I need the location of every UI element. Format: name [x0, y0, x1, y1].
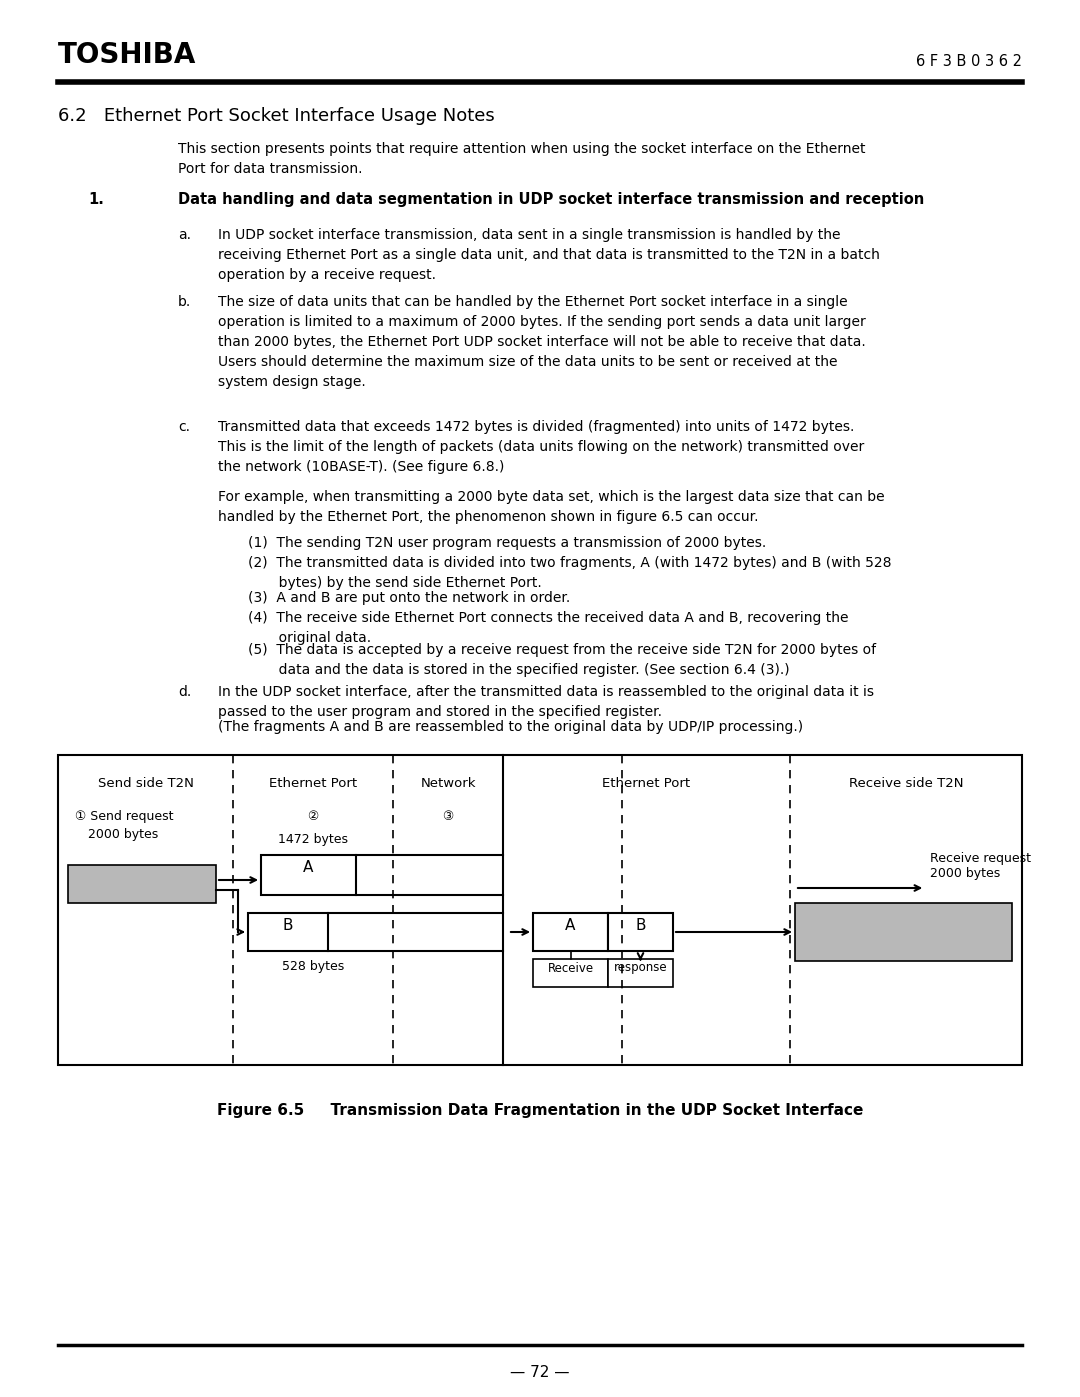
Text: 6.2   Ethernet Port Socket Interface Usage Notes: 6.2 Ethernet Port Socket Interface Usage…	[58, 108, 495, 124]
Text: 2000 bytes: 2000 bytes	[87, 828, 159, 841]
Text: b.: b.	[178, 295, 191, 309]
Text: Receive request
2000 bytes: Receive request 2000 bytes	[930, 852, 1031, 880]
Bar	[68, 865, 216, 902]
Bar	[58, 754, 1022, 1065]
Text: (1)  The sending T2N user program requests a transmission of 2000 bytes.: (1) The sending T2N user program request…	[248, 536, 766, 550]
Bar	[534, 958, 608, 988]
Text: This section presents points that require attention when using the socket interf: This section presents points that requir…	[178, 142, 865, 176]
Text: Data handling and data segmentation in UDP socket interface transmission and rec: Data handling and data segmentation in U…	[178, 191, 924, 207]
Text: Figure 6.5     Transmission Data Fragmentation in the UDP Socket Interface: Figure 6.5 Transmission Data Fragmentati…	[217, 1104, 863, 1118]
Text: (5)  The data is accepted by a receive request from the receive side T2N for 200: (5) The data is accepted by a receive re…	[248, 643, 876, 678]
Text: — 72 —: — 72 —	[510, 1365, 570, 1380]
Text: A: A	[565, 918, 576, 933]
Bar	[261, 855, 356, 895]
Text: TOSHIBA: TOSHIBA	[58, 41, 197, 68]
Text: (The fragments A and B are reassembled to the original data by UDP/IP processing: (The fragments A and B are reassembled t…	[218, 719, 804, 733]
Text: a.: a.	[178, 228, 191, 242]
Text: response: response	[613, 961, 667, 975]
Bar	[248, 914, 328, 951]
Text: In the UDP socket interface, after the transmitted data is reassembled to the or: In the UDP socket interface, after the t…	[218, 685, 874, 719]
Text: (2)  The transmitted data is divided into two fragments, A (with 1472 bytes) and: (2) The transmitted data is divided into…	[248, 556, 891, 590]
Text: For example, when transmitting a 2000 byte data set, which is the largest data s: For example, when transmitting a 2000 by…	[218, 490, 885, 524]
Text: B: B	[283, 918, 294, 933]
Bar	[534, 914, 608, 951]
Text: 1.: 1.	[87, 191, 104, 207]
Bar	[608, 914, 673, 951]
Text: 528 bytes: 528 bytes	[282, 960, 345, 972]
Text: 1472 bytes: 1472 bytes	[278, 833, 348, 847]
Text: (4)  The receive side Ethernet Port connects the received data A and B, recoveri: (4) The receive side Ethernet Port conne…	[248, 610, 849, 645]
Text: Transmitted data that exceeds 1472 bytes is divided (fragmented) into units of 1: Transmitted data that exceeds 1472 bytes…	[218, 420, 864, 474]
Text: The size of data units that can be handled by the Ethernet Port socket interface: The size of data units that can be handl…	[218, 295, 866, 390]
Text: Ethernet Port: Ethernet Port	[603, 777, 690, 789]
Text: In UDP socket interface transmission, data sent in a single transmission is hand: In UDP socket interface transmission, da…	[218, 228, 880, 282]
Text: ③: ③	[443, 810, 454, 823]
Text: (3)  A and B are put onto the network in order.: (3) A and B are put onto the network in …	[248, 591, 570, 605]
Text: Ethernet Port: Ethernet Port	[269, 777, 357, 789]
Text: A: A	[303, 861, 313, 876]
Text: 6 F 3 B 0 3 6 2: 6 F 3 B 0 3 6 2	[916, 54, 1022, 70]
Text: Send side T2N: Send side T2N	[97, 777, 193, 789]
Bar	[795, 902, 1012, 961]
Text: d.: d.	[178, 685, 191, 698]
Text: ① Send request: ① Send request	[75, 810, 174, 823]
Text: c.: c.	[178, 420, 190, 434]
Text: ②: ②	[308, 810, 319, 823]
Text: Receive: Receive	[548, 961, 594, 975]
Bar	[608, 958, 673, 988]
Text: B: B	[635, 918, 646, 933]
Text: Receive side T2N: Receive side T2N	[849, 777, 963, 789]
Text: Network: Network	[420, 777, 476, 789]
